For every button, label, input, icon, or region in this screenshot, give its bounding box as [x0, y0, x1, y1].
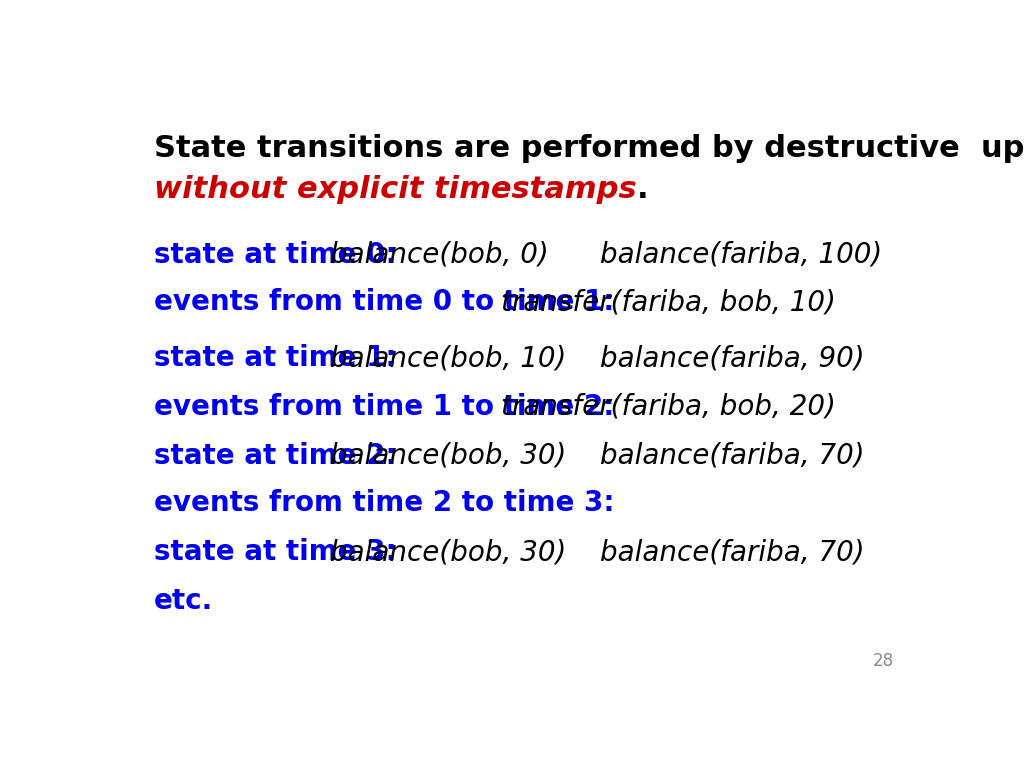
Text: balance(fariba, 100): balance(fariba, 100)	[600, 241, 883, 269]
Text: state at time 0:: state at time 0:	[155, 241, 397, 269]
Text: balance(fariba, 70): balance(fariba, 70)	[600, 538, 865, 566]
Text: transfer(fariba, bob, 10): transfer(fariba, bob, 10)	[501, 288, 836, 316]
Text: 28: 28	[872, 652, 894, 670]
Text: etc.: etc.	[155, 587, 213, 614]
Text: .: .	[637, 175, 648, 204]
Text: state at time 2:: state at time 2:	[155, 442, 397, 470]
Text: balance(bob, 10): balance(bob, 10)	[331, 344, 566, 372]
Text: transfer(fariba, bob, 20): transfer(fariba, bob, 20)	[501, 392, 836, 421]
Text: balance(bob, 0): balance(bob, 0)	[331, 241, 549, 269]
Text: state at time 1:: state at time 1:	[155, 344, 396, 372]
Text: events from time 1 to time 2:: events from time 1 to time 2:	[155, 392, 614, 421]
Text: state at time 3:: state at time 3:	[155, 538, 397, 566]
Text: State transitions are performed by destructive  updates: State transitions are performed by destr…	[155, 134, 1024, 163]
Text: balance(bob, 30): balance(bob, 30)	[331, 538, 566, 566]
Text: balance(fariba, 70): balance(fariba, 70)	[600, 442, 865, 470]
Text: without explicit timestamps: without explicit timestamps	[155, 175, 637, 204]
Text: balance(bob, 30): balance(bob, 30)	[331, 442, 566, 470]
Text: events from time 2 to time 3:: events from time 2 to time 3:	[155, 489, 614, 517]
Text: balance(fariba, 90): balance(fariba, 90)	[600, 344, 865, 372]
Text: events from time 0 to time 1:: events from time 0 to time 1:	[155, 288, 614, 316]
